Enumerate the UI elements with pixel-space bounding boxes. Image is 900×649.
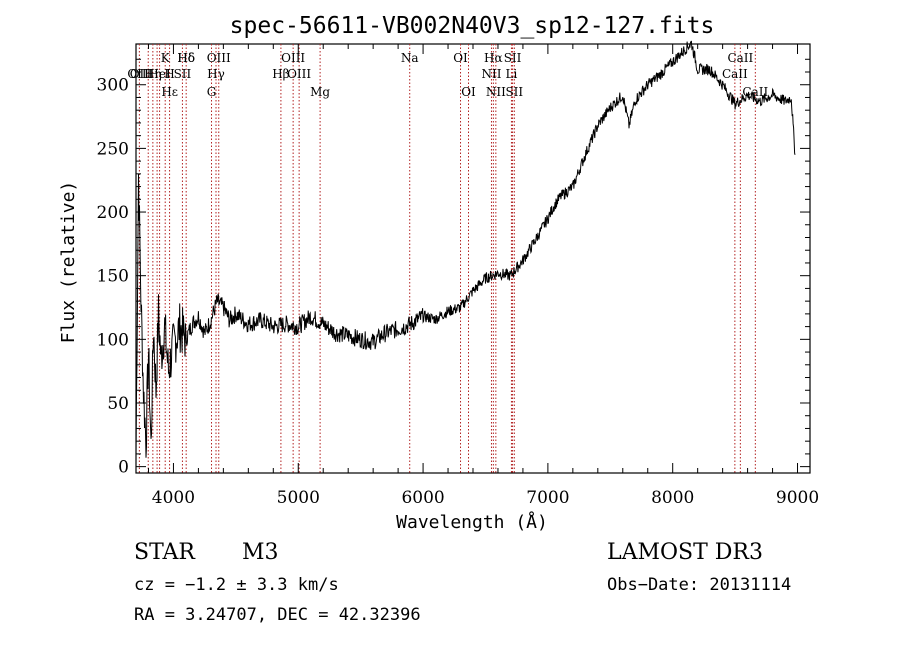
x-tick-label: 7000 (526, 488, 569, 508)
line-label: OIII (127, 67, 151, 81)
line-label: CaII (722, 67, 748, 81)
line-label: NII (481, 67, 501, 81)
x-axis-label: Wavelength (Å) (396, 511, 548, 533)
survey-label: LAMOST DR3 (607, 540, 763, 565)
line-label: OIII (287, 67, 311, 81)
x-tick-label: 8000 (651, 488, 694, 508)
line-label: Hβ (272, 67, 289, 81)
y-axis: 0 50 100 150 200 250 300 (97, 58, 810, 478)
y-tick-label: 0 (118, 458, 129, 478)
y-tick-label: 150 (97, 267, 129, 287)
y-tick-label: 250 (97, 139, 129, 159)
line-label: Hε (161, 85, 178, 99)
y-tick-label: 200 (97, 203, 129, 223)
y-tick-label: 100 (97, 330, 129, 350)
object-class: STAR (134, 540, 196, 565)
chart-title: spec-56611-VB002N40V3_sp12-127.fits (230, 13, 715, 39)
x-tick-label: 4000 (152, 488, 195, 508)
x-tick-label: 5000 (277, 488, 320, 508)
y-tick-label: 300 (97, 76, 129, 96)
line-label: CaII (727, 51, 753, 65)
line-label: NII (486, 85, 506, 99)
line-label: OIII (207, 51, 231, 65)
line-label: Mg (310, 85, 330, 99)
line-label: OI (453, 51, 468, 65)
line-label: Hγ (207, 67, 225, 81)
line-label: H (164, 67, 174, 81)
line-label: HeI (148, 67, 171, 81)
spectrum-line (135, 40, 796, 458)
ra-dec: RA = 3.24707, DEC = 42.32396 (134, 605, 421, 625)
x-tick-label: 6000 (401, 488, 444, 508)
line-label: Hδ (177, 51, 195, 65)
plot-frame (135, 43, 811, 474)
x-tick-label: 9000 (776, 488, 819, 508)
line-label: Li (506, 67, 518, 81)
obs-date: Obs−Date: 20131114 (607, 575, 791, 595)
line-label: Hδ (177, 51, 195, 65)
line-label: OI (461, 85, 476, 99)
spectrum-series (135, 40, 796, 458)
line-label: Na (401, 51, 419, 65)
line-label: SII (505, 85, 523, 99)
line-label: CaII (742, 85, 768, 99)
line-label: SII (174, 67, 192, 81)
line-label: OII (130, 67, 150, 81)
line-label: K (161, 51, 171, 65)
line-label: OIII (281, 51, 305, 65)
y-tick-label: 50 (107, 394, 129, 414)
line-label: Hη (144, 67, 162, 81)
line-label: SII (504, 51, 522, 65)
line-label: Hα (484, 51, 503, 65)
line-label: G (207, 85, 217, 99)
object-subclass: M3 (242, 540, 279, 565)
y-axis-label: Flux (relative) (58, 181, 79, 344)
spectral-line-markers (138, 44, 756, 473)
x-axis: 4000 5000 6000 7000 8000 9000 (147, 44, 819, 508)
redshift-cz: cz = −1.2 ± 3.3 km/s (134, 575, 339, 595)
